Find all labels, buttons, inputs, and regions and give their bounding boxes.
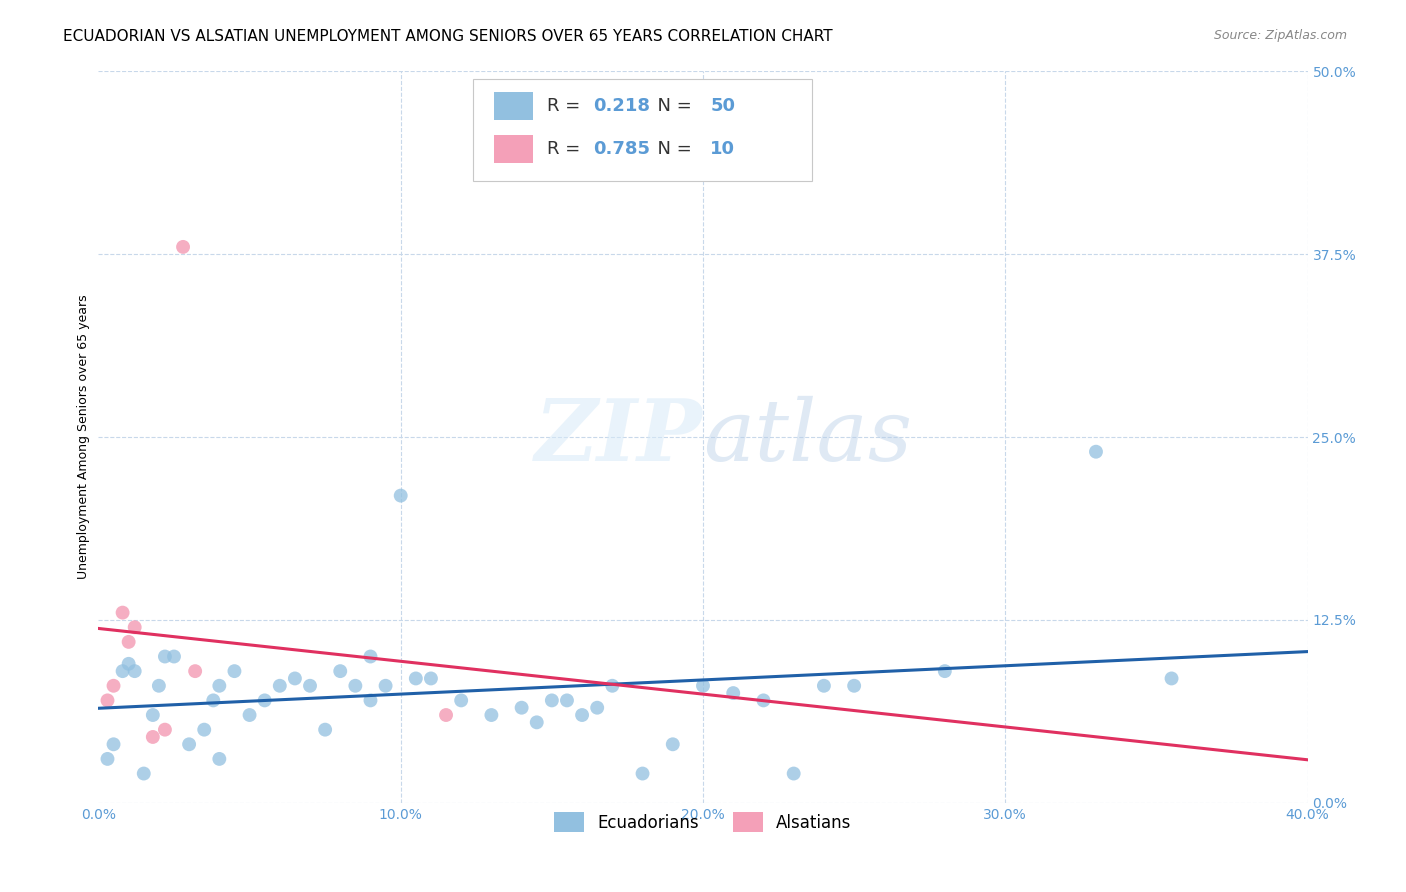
Text: N =: N =	[647, 97, 697, 115]
Point	[179, 737, 201, 751]
Text: N =: N =	[647, 140, 697, 158]
Text: atlas: atlas	[703, 396, 912, 478]
Point	[184, 664, 207, 678]
Point	[389, 489, 412, 503]
Point	[1160, 672, 1182, 686]
Bar	[494, 92, 533, 120]
Point	[163, 649, 186, 664]
Point	[172, 240, 194, 254]
Text: 10: 10	[710, 140, 735, 158]
Point	[783, 766, 806, 780]
Legend: Ecuadorians, Alsatians: Ecuadorians, Alsatians	[548, 805, 858, 838]
Point	[239, 708, 262, 723]
Point	[284, 672, 307, 686]
Point	[752, 693, 775, 707]
Point	[103, 737, 125, 751]
Point	[269, 679, 291, 693]
Point	[602, 679, 624, 693]
Point	[481, 708, 503, 723]
Point	[253, 693, 276, 707]
Point	[374, 679, 396, 693]
Point	[360, 649, 382, 664]
Point	[813, 679, 835, 693]
Point	[934, 664, 956, 678]
Point	[526, 715, 548, 730]
Point	[208, 679, 231, 693]
Text: 0.218: 0.218	[593, 97, 650, 115]
Point	[344, 679, 367, 693]
Text: 50: 50	[710, 97, 735, 115]
Point	[540, 693, 562, 707]
Point	[96, 693, 118, 707]
Point	[132, 766, 155, 780]
Point	[586, 700, 609, 714]
Point	[202, 693, 225, 707]
Point	[314, 723, 336, 737]
Point	[153, 723, 176, 737]
Point	[118, 657, 141, 671]
Point	[450, 693, 472, 707]
Point	[148, 679, 170, 693]
Point	[360, 693, 382, 707]
Point	[124, 620, 146, 634]
Text: R =: R =	[547, 97, 586, 115]
Point	[193, 723, 215, 737]
Point	[571, 708, 593, 723]
Point	[124, 664, 146, 678]
Point	[844, 679, 866, 693]
Point	[510, 700, 533, 714]
Point	[405, 672, 427, 686]
Point	[111, 664, 134, 678]
Point	[555, 693, 578, 707]
Point	[142, 708, 165, 723]
Point	[661, 737, 683, 751]
Point	[111, 606, 134, 620]
Text: Source: ZipAtlas.com: Source: ZipAtlas.com	[1213, 29, 1347, 42]
FancyBboxPatch shape	[474, 78, 811, 181]
Text: ECUADORIAN VS ALSATIAN UNEMPLOYMENT AMONG SENIORS OVER 65 YEARS CORRELATION CHAR: ECUADORIAN VS ALSATIAN UNEMPLOYMENT AMON…	[63, 29, 832, 44]
Point	[153, 649, 176, 664]
Point	[103, 679, 125, 693]
Point	[96, 752, 118, 766]
Point	[299, 679, 322, 693]
Point	[723, 686, 745, 700]
Text: ZIP: ZIP	[536, 395, 703, 479]
Point	[118, 635, 141, 649]
Text: R =: R =	[547, 140, 586, 158]
Point	[208, 752, 231, 766]
Point	[692, 679, 714, 693]
Point	[329, 664, 352, 678]
Point	[224, 664, 246, 678]
Text: 0.785: 0.785	[593, 140, 650, 158]
Point	[420, 672, 443, 686]
Point	[142, 730, 165, 744]
Y-axis label: Unemployment Among Seniors over 65 years: Unemployment Among Seniors over 65 years	[77, 294, 90, 580]
Point	[434, 708, 457, 723]
Bar	[494, 135, 533, 163]
Point	[631, 766, 654, 780]
Point	[1085, 444, 1108, 458]
